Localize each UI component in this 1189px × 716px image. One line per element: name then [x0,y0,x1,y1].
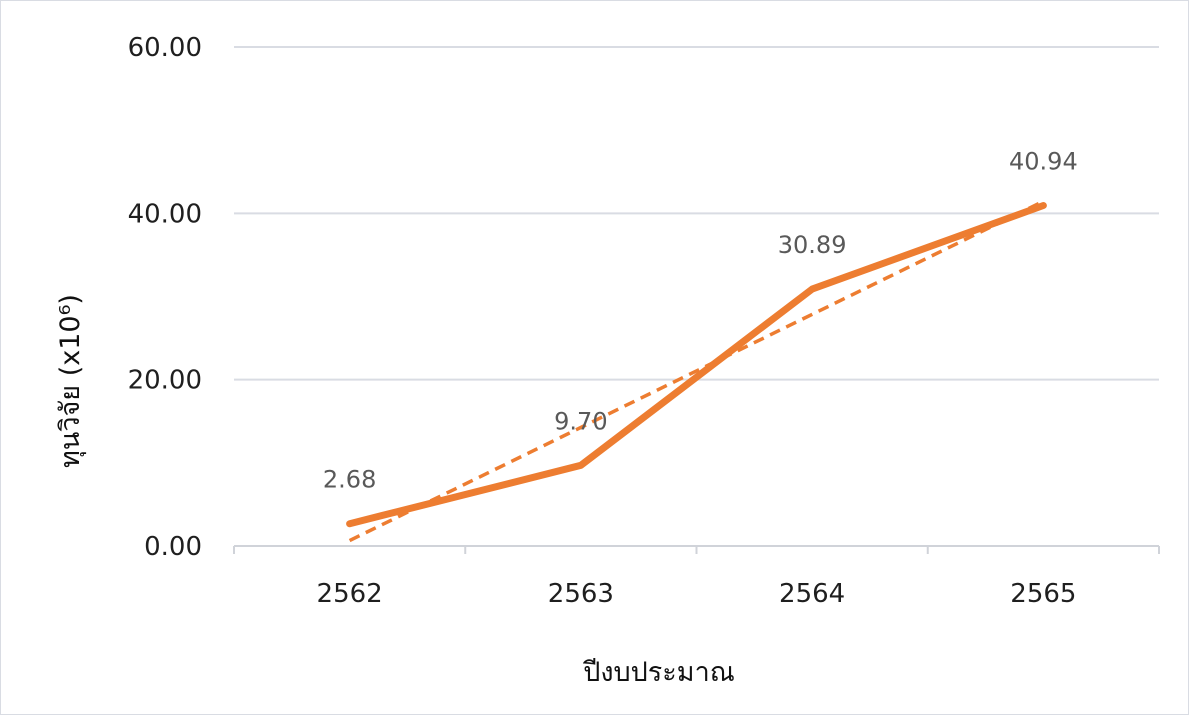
x-axis [233,545,1160,554]
x-tick-label: 2563 [548,579,614,609]
y-tick-labels: 0.00 20.00 40.00 60.00 [128,33,202,562]
x-tick-labels: 2562 2563 2564 2565 [317,579,1077,609]
data-label: 30.89 [778,231,847,259]
series-layer [346,202,1047,528]
series-line [346,202,1047,528]
y-tick-label: 0.00 [144,532,202,562]
x-tick-label: 2562 [317,579,383,609]
y-axis-title: ทุนวิจัย (x10⁶) [55,294,87,468]
trendline-layer [348,199,1045,543]
data-labels: 2.68 9.70 30.89 40.94 [323,148,1078,494]
y-tick-label: 20.00 [128,366,202,396]
y-tick-label: 40.00 [128,199,202,229]
data-label: 9.70 [554,407,607,435]
x-tick-label: 2565 [1010,579,1076,609]
y-tick-label: 60.00 [128,33,202,63]
data-label: 40.94 [1009,148,1078,176]
trendline [348,199,1045,543]
data-label: 2.68 [323,466,376,494]
x-tick-label: 2564 [779,579,845,609]
x-axis-title: ปีงบประมาณ [583,657,735,688]
